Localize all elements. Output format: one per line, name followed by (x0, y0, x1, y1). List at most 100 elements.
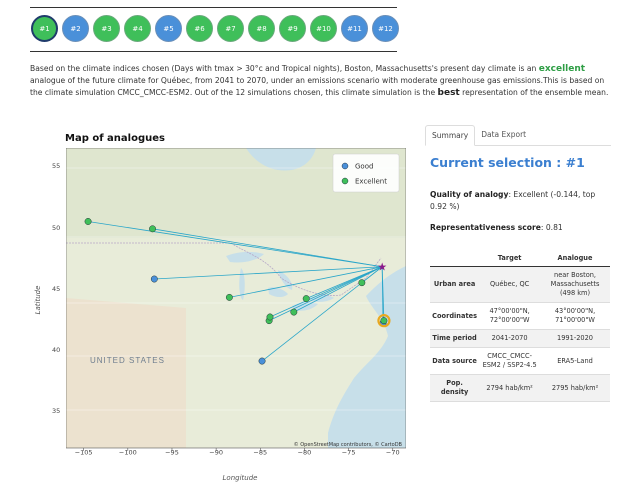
simulation-button-8[interactable]: #8 (248, 15, 275, 42)
analogue-cell: near Boston, Massachusetts (498 km) (540, 266, 610, 303)
table-header-analogue: Analogue (540, 250, 610, 267)
representativeness-score: Representativeness score: 0.81 (430, 223, 563, 232)
excellent-analogue-point[interactable] (266, 313, 274, 321)
excellent-analogue-point[interactable] (380, 317, 388, 325)
target-cell: 2041-2070 (479, 329, 541, 348)
simulation-button-6[interactable]: #6 (186, 15, 213, 42)
detail-tabs: Summary Data Export (425, 125, 611, 146)
simulation-button-10[interactable]: #10 (310, 15, 337, 42)
analogues-map[interactable]: UNITED STATES © OpenStreetMap contributo… (52, 148, 406, 455)
y-tick-label: 45 (52, 284, 61, 293)
top-divider (30, 7, 397, 8)
tab-data-export[interactable]: Data Export (481, 130, 527, 139)
analogue-cell: 43°00'00"N, 71°00'00"W (540, 302, 610, 330)
analogue-points[interactable]: ★ (84, 218, 391, 365)
x-axis-label: Longitude (223, 474, 258, 482)
analogue-link-line (152, 228, 383, 268)
map-attribution[interactable]: © OpenStreetMap contributors, © CartoDB (294, 441, 403, 448)
simulation-button-11[interactable]: #11 (341, 15, 368, 42)
target-cell: CMCC_CMCC-ESM2 / SSP2-4.5 (479, 347, 541, 375)
row-label: Time period (430, 329, 480, 348)
quality-of-analogy: Quality of analogy: Excellent (-0.144, t… (430, 189, 610, 213)
row-label: Pop. density (430, 374, 480, 402)
simulation-button-4[interactable]: #4 (124, 15, 151, 42)
simulation-button-2[interactable]: #2 (62, 15, 89, 42)
rep-label: Representativeness score (430, 223, 541, 232)
simulation-button-7[interactable]: #7 (217, 15, 244, 42)
table-header-empty (430, 250, 480, 267)
target-cell: 2794 hab/km² (479, 374, 541, 402)
analogue-link-line (293, 266, 383, 313)
table-row: Time period 2041-2070 1991-2020 (430, 329, 610, 348)
y-axis-label: Latitude (34, 286, 42, 315)
selected-analogue-highlight (377, 314, 391, 328)
x-tick-label: −75 (342, 449, 356, 456)
table-row: Urban area Québec, QC near Boston, Massa… (430, 266, 610, 303)
excellent-analogue-point[interactable] (225, 293, 233, 301)
simulation-selector: #1 #2 #3 #4 #5 #6 #7 #8 #9 #10 #11 #12 (31, 15, 399, 42)
table-row: Data source CMCC_CMCC-ESM2 / SSP2-4.5 ER… (430, 347, 610, 375)
analogue-link-line (361, 266, 383, 284)
bottom-divider (30, 51, 397, 52)
excellent-analogue-point[interactable] (290, 308, 298, 316)
x-tick-label: −95 (165, 449, 179, 456)
x-tick-label: −90 (209, 449, 223, 456)
excellent-analogue-point[interactable] (358, 279, 366, 287)
rep-value: : 0.81 (540, 223, 563, 232)
svg-text:Longitude: Longitude (223, 474, 258, 482)
current-selection-title: Current selection : #1 (430, 155, 585, 170)
quality-word: excellent (538, 64, 586, 74)
target-cell: Québec, QC (479, 266, 541, 303)
excellent-analogue-point[interactable] (84, 218, 92, 225)
excellent-analogue-point[interactable] (149, 225, 156, 233)
legend-excellent-marker (341, 177, 349, 185)
map-canvas[interactable]: UNITED STATES © OpenStreetMap contributo… (66, 148, 406, 455)
map-frame (66, 148, 406, 449)
basemap (66, 148, 406, 448)
target-city-marker[interactable]: ★ (377, 260, 387, 273)
analogue-description: Based on the climate indices chosen (Day… (30, 63, 616, 99)
x-tick-label: −105 (75, 449, 93, 456)
simulation-button-5[interactable]: #5 (155, 15, 182, 42)
good-analogue-point[interactable] (258, 357, 266, 365)
excellent-analogue-point[interactable] (302, 295, 310, 303)
y-tick-label: 35 (52, 407, 61, 416)
analogue-link-line (268, 266, 383, 322)
quality-label: Quality of analogy (430, 190, 509, 199)
comparison-table: Target Analogue Urban area Québec, QC ne… (430, 250, 610, 402)
x-tick-label: −85 (253, 449, 267, 456)
y-tick-label: 40 (52, 346, 61, 355)
analogue-link-line (381, 266, 385, 321)
legend-good-label: Good (355, 163, 373, 171)
description-text-3: representation of the ensemble mean. (459, 88, 609, 97)
analogue-cell: ERA5-Land (540, 347, 610, 375)
table-row: Coordinates 47°00'00"N, 72°00'00"W 43°00… (430, 302, 610, 330)
good-analogue-point[interactable] (150, 275, 158, 283)
description-text-2: analogue of the future climate for Québe… (30, 76, 605, 97)
map-title: Map of analogues (65, 133, 165, 144)
rank-word: best (437, 88, 460, 98)
row-label: Coordinates (430, 302, 480, 330)
target-cell: 47°00'00"N, 72°00'00"W (479, 302, 541, 330)
quality-value: : Excellent (-0.144, top 0.92 %) (430, 190, 596, 211)
x-tick-label: −80 (298, 449, 312, 456)
analogue-cell: 2795 hab/km² (540, 374, 610, 402)
x-tick-label: −70 (386, 449, 400, 456)
simulation-button-12[interactable]: #12 (372, 15, 399, 42)
svg-text:Latitude: Latitude (34, 286, 42, 315)
row-label: Data source (430, 347, 480, 375)
analogue-link-line (229, 266, 383, 298)
map-axes: −105 −100 −95 −90 −85 −80 −75 −70 (75, 448, 400, 455)
row-label: Urban area (430, 266, 480, 303)
tab-summary[interactable]: Summary (425, 125, 476, 146)
legend-excellent-label: Excellent (355, 178, 387, 186)
table-row: Pop. density 2794 hab/km² 2795 hab/km² (430, 374, 610, 402)
y-tick-label: 50 (52, 223, 61, 232)
analogue-cell: 1991-2020 (540, 329, 610, 348)
analogue-link-line (88, 221, 383, 268)
simulation-button-9[interactable]: #9 (279, 15, 306, 42)
simulation-button-1[interactable]: #1 (31, 15, 58, 42)
table-header-target: Target (479, 250, 541, 267)
table-header-row: Target Analogue (430, 250, 610, 267)
simulation-button-3[interactable]: #3 (93, 15, 120, 42)
